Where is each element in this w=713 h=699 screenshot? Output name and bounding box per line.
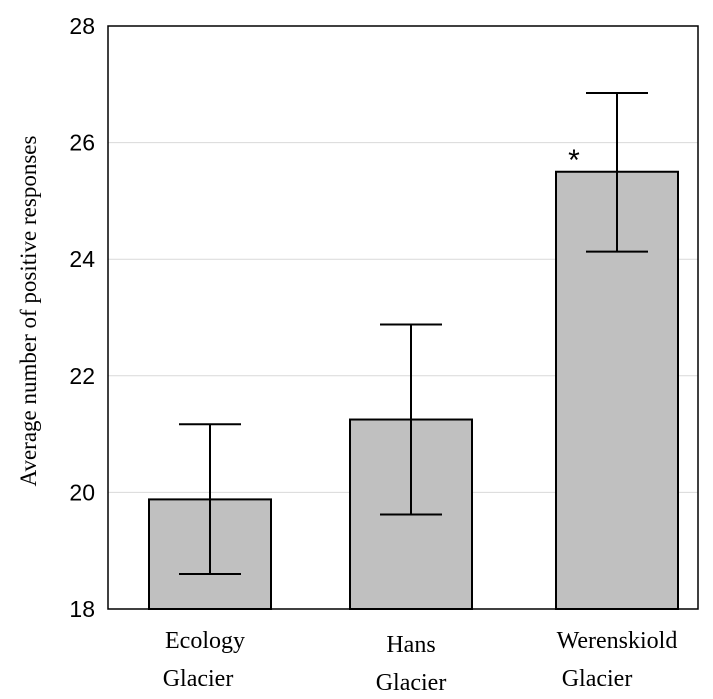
category-labels: Ecology Glacier Hans Glacier Werenskiold Glac… [163, 628, 678, 696]
plot-frame [107, 25, 699, 610]
y-tick-label: 28 [69, 13, 95, 39]
y-tick-label: 20 [69, 479, 95, 505]
bars [148, 170, 679, 610]
category-label: Glacier [376, 670, 447, 696]
category-label: Glacier [163, 666, 234, 692]
y-axis-title: Average number of positive responses [16, 136, 41, 487]
y-tick-labels: 18 20 22 24 26 28 [69, 13, 95, 622]
category-label: Ecology [165, 628, 245, 654]
significance-asterisk: * [568, 144, 580, 177]
category-label: Glacier [562, 666, 633, 692]
error-bars [179, 92, 648, 576]
annotations: * [568, 144, 580, 177]
y-tick-label: 26 [69, 130, 95, 156]
category-label: Hans [386, 632, 435, 658]
y-tick-label: 22 [69, 363, 95, 389]
category-label: Werenskiold [557, 628, 678, 654]
y-tick-label: 24 [69, 246, 95, 272]
y-tick-label: 18 [69, 596, 95, 622]
